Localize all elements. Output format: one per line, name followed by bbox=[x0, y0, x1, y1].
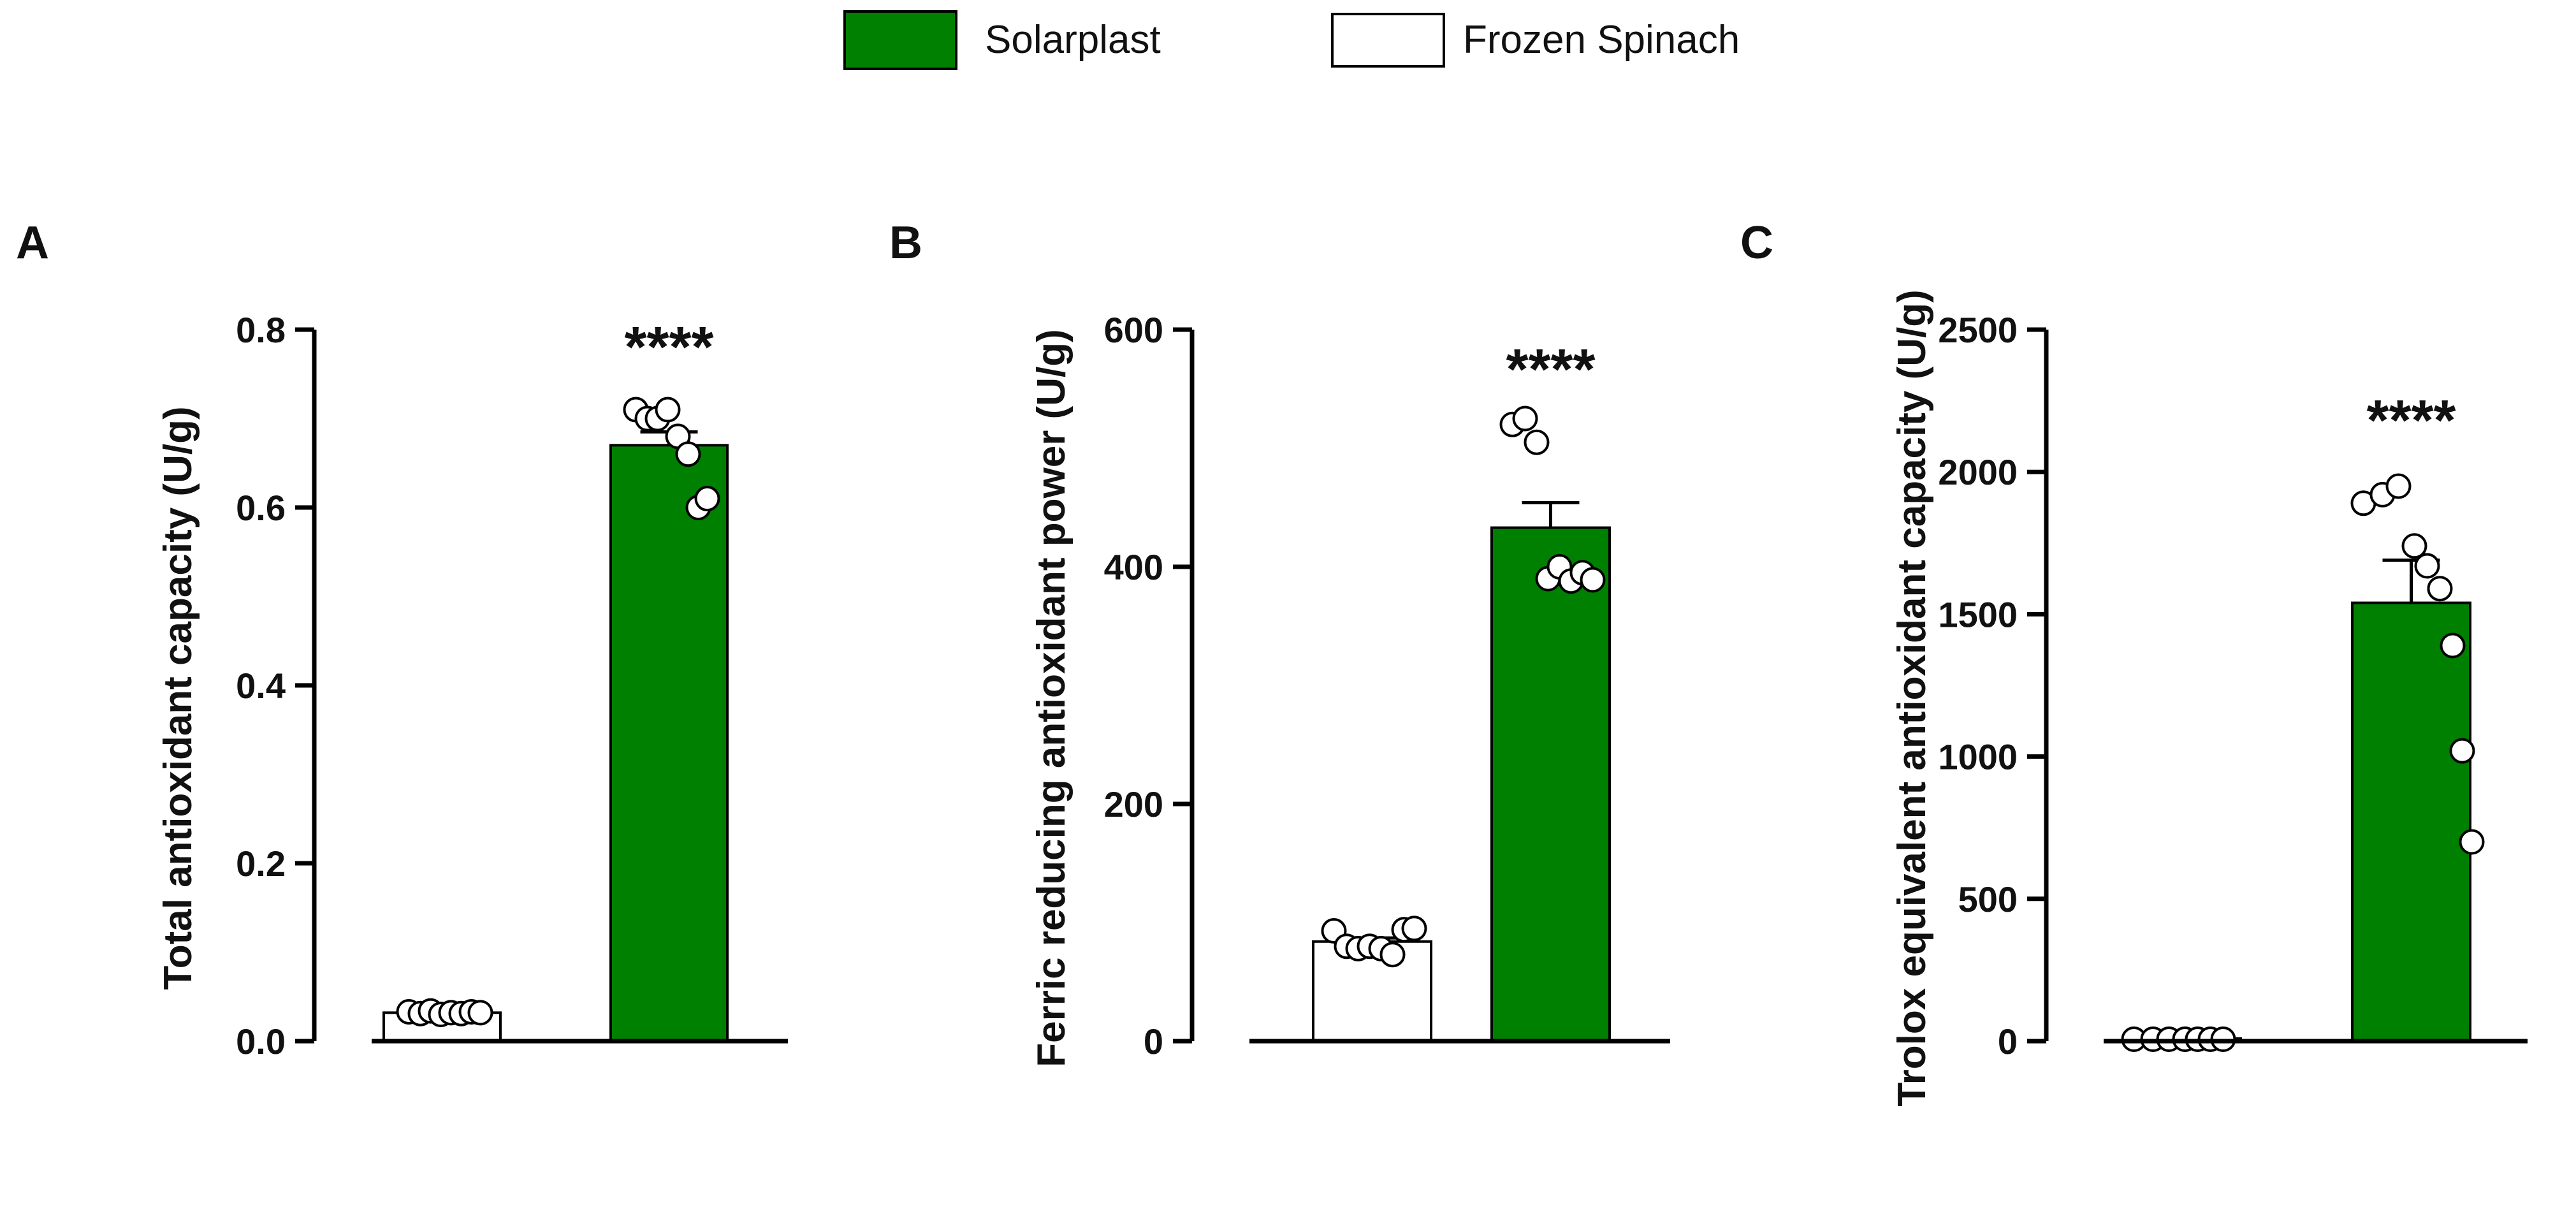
data-point-frozen-spinach bbox=[467, 1000, 493, 1026]
legend: Solarplast Frozen Spinach bbox=[843, 10, 1740, 70]
data-point-solarplast bbox=[694, 486, 720, 512]
bar-solarplast bbox=[609, 444, 729, 1042]
data-point-solarplast bbox=[2449, 738, 2475, 764]
data-point-solarplast bbox=[1580, 567, 1606, 593]
y-tick-label: 0.0 bbox=[236, 1021, 286, 1062]
panel-c: C Trolox equivalent antioxidant capacity … bbox=[1740, 217, 2528, 1107]
y-axis-title: Total antioxidant capacity (U/g) bbox=[156, 406, 200, 990]
panel-letter: C bbox=[1740, 217, 1773, 268]
data-point-solarplast bbox=[1524, 429, 1550, 455]
y-tick-label: 0 bbox=[1144, 1021, 1163, 1062]
significance-label: **** bbox=[2366, 389, 2456, 453]
data-point-frozen-spinach bbox=[1379, 942, 1406, 968]
legend-swatch-frozen-spinach bbox=[1331, 13, 1445, 68]
y-tick-label: 0.8 bbox=[236, 310, 286, 350]
y-tick-label: 600 bbox=[1104, 310, 1163, 350]
legend-swatch-solarplast bbox=[843, 10, 957, 70]
data-point-solarplast bbox=[655, 397, 681, 423]
y-tick-label: 2500 bbox=[1938, 310, 2018, 350]
significance-label: **** bbox=[624, 316, 713, 379]
y-tick-label: 200 bbox=[1104, 784, 1163, 824]
y-tick-label: 500 bbox=[1958, 879, 2018, 919]
data-point-frozen-spinach bbox=[1401, 916, 1427, 942]
y-tick-label: 0 bbox=[1998, 1021, 2018, 1062]
data-point-solarplast bbox=[2427, 576, 2453, 602]
panel-letter: A bbox=[16, 217, 49, 268]
data-point-solarplast bbox=[2385, 473, 2412, 499]
significance-label: **** bbox=[1506, 338, 1595, 402]
data-point-solarplast bbox=[2459, 829, 2485, 855]
data-point-solarplast bbox=[2401, 533, 2427, 559]
data-point-solarplast bbox=[2440, 632, 2466, 659]
data-point-solarplast bbox=[675, 441, 701, 467]
bar-solarplast bbox=[2351, 601, 2471, 1042]
y-tick-label: 0.4 bbox=[236, 666, 286, 706]
y-tick-label: 1500 bbox=[1938, 594, 2018, 634]
legend-label-solarplast: Solarplast bbox=[985, 18, 1161, 62]
y-tick-label: 2000 bbox=[1938, 452, 2018, 492]
data-point-solarplast bbox=[2414, 553, 2440, 579]
y-axis-title: Ferric reducing antioxidant power (U/g) bbox=[1030, 329, 1073, 1067]
y-tick-label: 0.6 bbox=[236, 488, 286, 528]
y-tick-label: 0.2 bbox=[236, 844, 286, 884]
panel-a: A Total antioxidant capacity (U/g) 0.0 0.2 0… bbox=[16, 217, 788, 1062]
panel-letter: B bbox=[889, 217, 922, 268]
legend-label-frozen-spinach: Frozen Spinach bbox=[1463, 18, 1740, 62]
data-point-solarplast bbox=[1512, 405, 1538, 432]
y-axis-title: Trolox equivalent antioxidant capacity (… bbox=[1890, 289, 1934, 1107]
bar-solarplast bbox=[1490, 526, 1611, 1042]
y-tick-label: 1000 bbox=[1938, 737, 2018, 777]
panel-b: B Ferric reducing antioxidant power (U/g)… bbox=[889, 217, 1670, 1067]
y-tick-label: 400 bbox=[1104, 547, 1163, 587]
